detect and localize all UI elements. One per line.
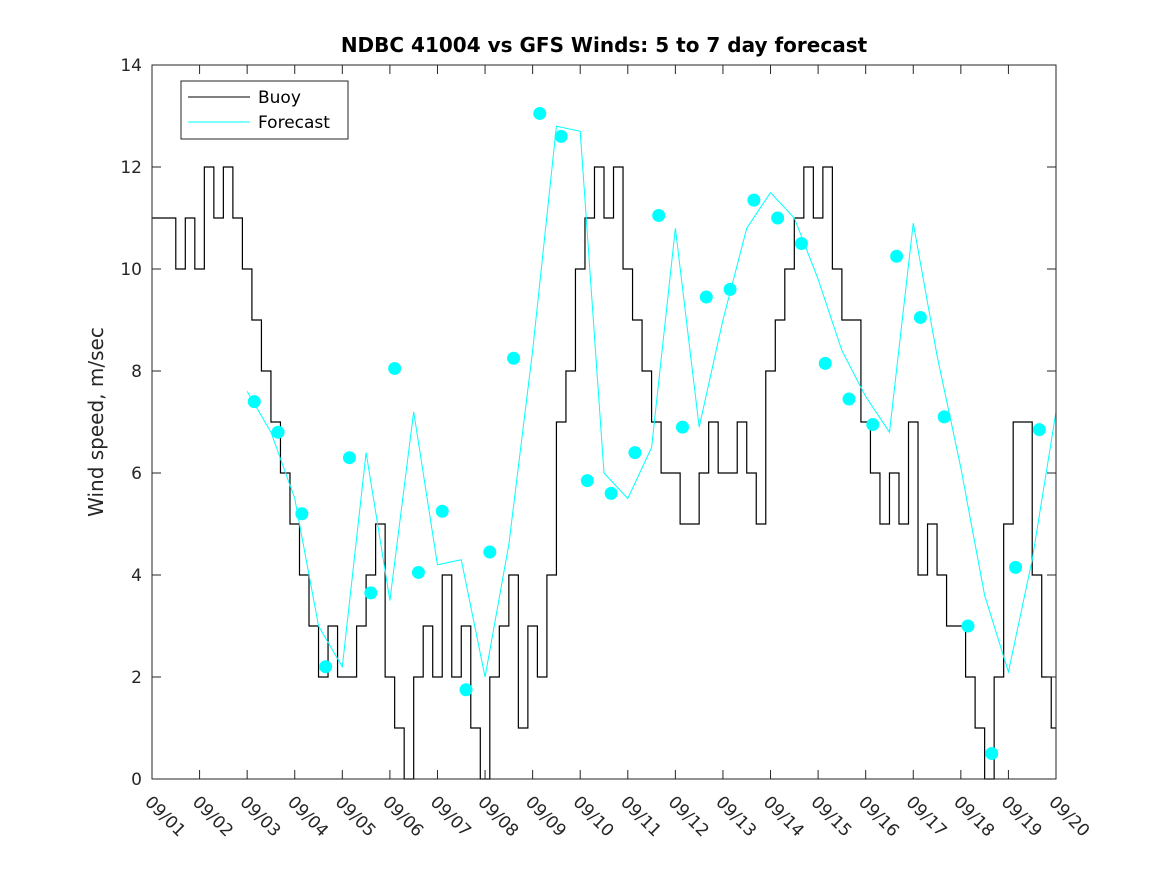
forecast-point: [459, 683, 473, 697]
forecast-point: [866, 418, 880, 432]
forecast-point: [533, 106, 547, 120]
forecast-point: [580, 474, 594, 488]
legend-buoy-label: Buoy: [258, 88, 301, 108]
y-tick-label: 10: [120, 260, 142, 280]
forecast-point: [554, 129, 568, 143]
forecast-point: [913, 310, 927, 324]
forecast-point: [295, 507, 309, 521]
forecast-point: [247, 395, 261, 409]
forecast-point: [890, 249, 904, 263]
legend-box: [180, 80, 349, 140]
axes-box: [151, 64, 1057, 780]
y-tick-label: 0: [131, 770, 142, 790]
forecast-point: [604, 486, 618, 500]
legend-forecast-label: Forecast: [258, 113, 330, 133]
forecast-point: [676, 420, 690, 434]
forecast-point: [483, 545, 497, 559]
forecast-point: [985, 747, 999, 760]
forecast-line: [246, 125, 1057, 678]
forecast-point: [1032, 423, 1046, 437]
forecast-point: [652, 208, 666, 222]
y-tick-label: 6: [131, 464, 142, 484]
y-tick-label: 4: [131, 566, 142, 586]
forecast-marker-layer: [247, 106, 1046, 760]
forecast-point: [961, 619, 975, 633]
forecast-point: [342, 451, 356, 465]
forecast-point: [937, 410, 951, 424]
forecast-point: [319, 660, 333, 674]
y-tick-label: 2: [131, 668, 142, 688]
forecast-point: [388, 361, 402, 375]
forecast-point: [842, 392, 856, 406]
forecast-point: [818, 356, 832, 370]
forecast-point: [364, 586, 378, 600]
forecast-series-layer: [246, 125, 1057, 678]
forecast-point: [771, 211, 785, 225]
forecast-point: [747, 193, 761, 207]
buoy-line: [152, 166, 1056, 780]
y-axis-label: Wind speed, m/sec: [84, 327, 108, 517]
y-tick-label: 12: [120, 158, 142, 178]
legend: Buoy Forecast: [180, 80, 349, 140]
forecast-point: [723, 282, 737, 296]
forecast-point: [507, 351, 521, 365]
chart-title: NDBC 41004 vs GFS Winds: 5 to 7 day fore…: [341, 33, 868, 57]
y-axis-ticks: 0 2 4 6 8 10 12 14: [120, 56, 1056, 790]
buoy-series-layer: [152, 166, 1056, 780]
forecast-point: [794, 237, 808, 250]
y-tick-label: 14: [120, 56, 142, 76]
forecast-point: [1009, 560, 1023, 574]
forecast-point: [271, 425, 285, 439]
y-tick-label: 8: [131, 362, 142, 382]
forecast-point: [435, 504, 449, 518]
forecast-point: [628, 446, 642, 460]
forecast-point: [411, 565, 425, 579]
forecast-point: [699, 290, 713, 304]
